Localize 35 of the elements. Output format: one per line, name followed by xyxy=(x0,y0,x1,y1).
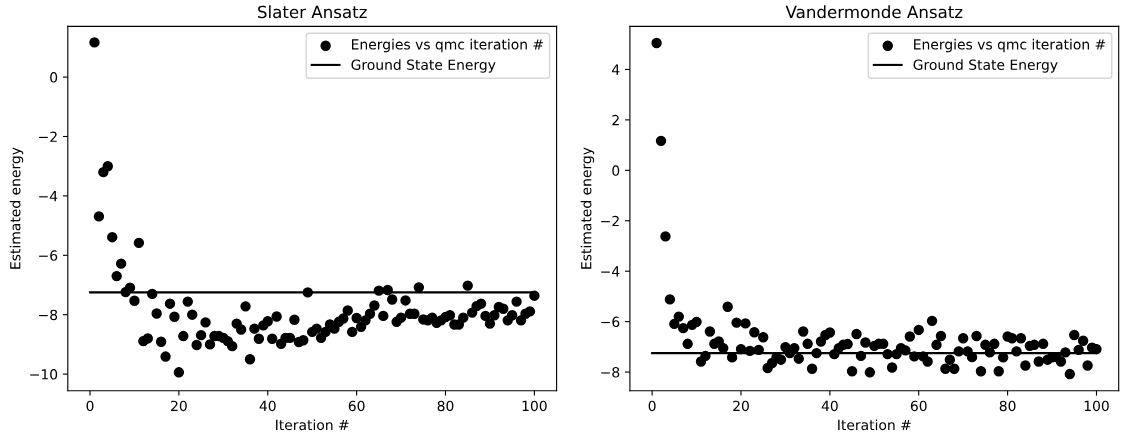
x-tick-label: 0 xyxy=(648,400,656,412)
x-tick-label: 100 xyxy=(1084,400,1109,412)
x-tick-label: 40 xyxy=(821,400,838,412)
y-tick-label: −4 xyxy=(601,266,620,277)
legend-label: Ground State Energy xyxy=(351,59,496,73)
y-tick-label: −4 xyxy=(39,191,58,202)
chart-title: Slater Ansatz xyxy=(258,5,367,19)
legend-label: Energies vs qmc iteration # xyxy=(352,38,544,53)
x-tick-label: 100 xyxy=(522,400,547,412)
chart-title: Vandermonde Ansatz xyxy=(785,5,963,19)
x-tick-label: 80 xyxy=(999,400,1016,412)
x-tick-label: 20 xyxy=(733,400,749,412)
y-tick-label: −2 xyxy=(39,131,57,142)
x-tick-label: 40 xyxy=(259,400,276,412)
x-tick-label: 60 xyxy=(910,400,927,412)
y-axis-title: Estimated energy xyxy=(9,147,24,269)
x-tick-label: 20 xyxy=(171,400,187,412)
y-tick-label: −6 xyxy=(601,316,620,328)
y-tick-label: 2 xyxy=(612,114,619,126)
legend-label: Energies vs qmc iteration # xyxy=(914,38,1106,53)
y-axis-title: Estimated energy xyxy=(580,147,595,269)
x-axis-title: Iteration # xyxy=(276,419,349,431)
y-tick-label: −8 xyxy=(601,367,620,378)
y-tick-label: −6 xyxy=(39,250,58,261)
x-tick-label: 60 xyxy=(348,400,365,412)
y-tick-label: −8 xyxy=(39,309,58,321)
legend-label: Ground State Energy xyxy=(913,59,1058,73)
y-tick-label: 0 xyxy=(612,165,620,176)
y-tick-label: −10 xyxy=(30,369,58,380)
x-tick-label: 80 xyxy=(437,400,454,412)
y-tick-label: 0 xyxy=(50,72,58,83)
x-axis-title: Iteration # xyxy=(838,419,911,431)
x-tick-label: 0 xyxy=(86,400,94,412)
y-tick-label: −2 xyxy=(601,215,619,227)
y-tick-label: 4 xyxy=(612,64,620,75)
